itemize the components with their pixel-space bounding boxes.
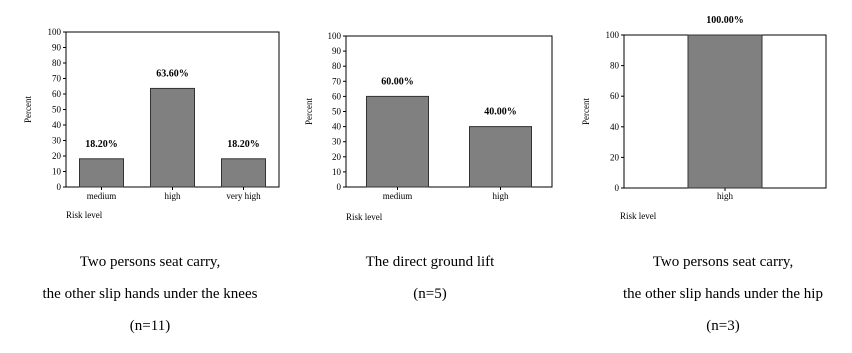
x-axis-label: Risk level [66, 210, 103, 220]
y-tick-label: 90 [332, 46, 342, 56]
y-tick-label: 0 [57, 182, 62, 192]
y-tick-label: 70 [52, 74, 62, 84]
y-tick-label: 100 [48, 27, 62, 37]
bar-medium [79, 158, 124, 188]
category-label: medium [87, 191, 117, 201]
caption-line-1: Two persons seat carry, [79, 254, 221, 270]
caption-line-1: Two persons seat carry, [652, 254, 794, 270]
y-tick-label: 60 [52, 89, 62, 99]
y-tick-label: 10 [332, 167, 342, 177]
y-tick-label: 20 [610, 152, 620, 162]
caption-line-2: the other slip hands under the hip [623, 286, 823, 302]
x-axis-label: Risk level [620, 211, 657, 221]
x-axis-label: Risk level [346, 212, 383, 222]
caption-panel-2: The direct ground lift (n=5) [330, 252, 530, 304]
y-tick-label: 50 [52, 105, 62, 115]
chart-panel-3: 0 20 40 60 80 100 high 100.00% Percent Risk level [581, 15, 827, 221]
y-tick-label: 30 [52, 136, 62, 146]
category-label: medium [383, 191, 413, 201]
y-tick-label: 0 [337, 182, 342, 192]
caption-line-3: (n=3) [706, 318, 740, 334]
caption-line-1: The direct ground lift [365, 254, 495, 270]
data-label: 60.00% [381, 76, 414, 87]
y-axis-label: Percent [581, 98, 591, 125]
bar-very-high [221, 158, 266, 188]
data-label: 100.00% [706, 15, 744, 26]
category-label: high [492, 191, 509, 201]
category-label: high [164, 191, 181, 201]
data-label: 40.00% [484, 107, 517, 118]
chart-panel-2: 0 10 20 30 40 50 60 70 80 90 100 medium 60.00% high 40… [304, 31, 553, 222]
category-label: very high [226, 191, 261, 201]
y-tick-label: 20 [332, 152, 342, 162]
data-label: 63.60% [156, 68, 189, 79]
y-tick-label: 70 [332, 76, 342, 86]
data-label: 18.20% [227, 139, 260, 150]
y-tick-label: 40 [610, 122, 620, 132]
y-tick-label: 30 [332, 137, 342, 147]
y-tick-label: 80 [610, 61, 620, 71]
caption-line-2: the other slip hands under the knees [42, 286, 258, 302]
y-tick-label: 20 [52, 151, 62, 161]
y-tick-label: 50 [332, 107, 342, 117]
caption-panel-3: Two persons seat carry, the other slip h… [596, 252, 850, 336]
bar-high [687, 34, 763, 189]
y-tick-label: 80 [332, 61, 342, 71]
chart-panel-1: 0 10 20 30 40 50 60 70 80 90 100 medium 18.20% high 63… [23, 27, 280, 220]
y-tick-label: 100 [328, 31, 342, 41]
y-tick-label: 0 [615, 183, 620, 193]
y-tick-label: 90 [52, 43, 62, 53]
y-tick-label: 60 [610, 91, 620, 101]
y-axis-label: Percent [304, 98, 314, 125]
caption-panel-1: Two persons seat carry, the other slip h… [0, 252, 300, 336]
bar-high [469, 126, 532, 188]
bar-high [150, 87, 195, 188]
y-axis-label: Percent [23, 96, 33, 123]
y-tick-label: 80 [52, 58, 62, 68]
y-tick-label: 60 [332, 91, 342, 101]
y-tick-label: 40 [332, 122, 342, 132]
y-tick-label: 100 [606, 30, 620, 40]
y-tick-label: 40 [52, 120, 62, 130]
y-tick-label: 10 [52, 167, 62, 177]
bar-medium [366, 95, 429, 188]
caption-line-3: (n=11) [129, 318, 171, 334]
category-label: high [717, 191, 734, 201]
data-label: 18.20% [85, 139, 118, 150]
caption-line-2: (n=5) [413, 286, 447, 302]
